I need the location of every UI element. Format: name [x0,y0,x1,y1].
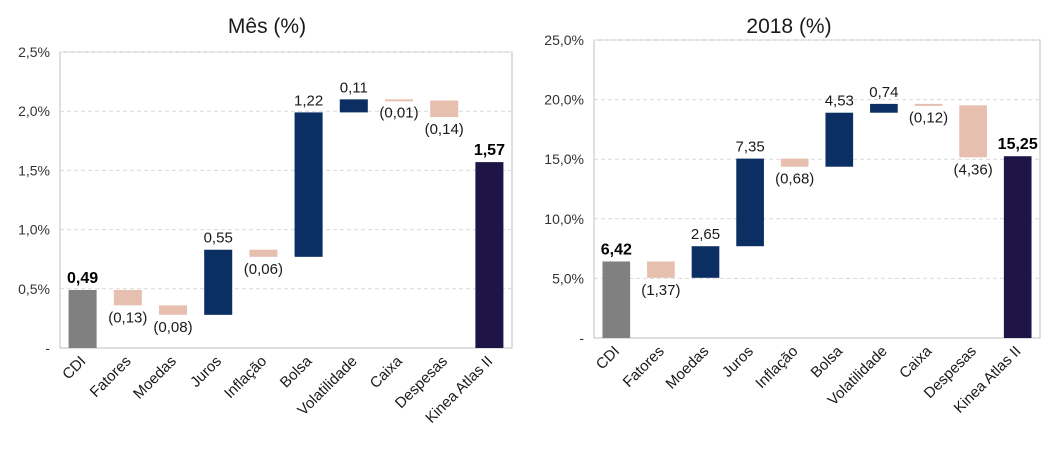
x-tick-label: Juros [187,353,225,391]
y-tick-label: 1,0% [18,222,50,238]
bar-moedas [158,305,188,315]
bar-juros [204,249,233,315]
y-tick-label: 2,5% [18,44,50,60]
data-label: (0,12) [909,109,948,126]
data-label: (1,37) [641,282,680,299]
y-tick-label: 2,0% [18,103,50,119]
bar-despesas [959,105,987,158]
chart-2018: 2018 (%) - 5,0% 10,0% 15,0% 20,0% 25,0% 6,42 CDI… [544,15,1041,417]
y-tick-label: 1,5% [18,162,50,178]
x-tick-label: Fatores [620,343,668,391]
bar-infla-o [780,158,809,167]
y-tick-label: 15,0% [544,151,584,167]
x-tick-label: Caixa [367,352,407,392]
x-tick-label: Inflação [221,353,270,402]
data-label: 2,65 [691,226,720,243]
x-tick-label: Bolsa [808,342,847,381]
data-label: (0,13) [108,309,147,326]
bar-infla-o [249,249,278,257]
bar-moedas [691,246,720,278]
data-label: 15,25 [998,136,1038,153]
x-tick-label: Inflação [752,343,801,392]
y-tick-label: - [579,330,584,346]
data-label: 0,55 [204,230,233,247]
data-label: 0,49 [67,270,98,287]
bar-fatores [647,261,675,278]
bar-caixa [384,99,414,102]
x-tick-label: Juros [719,343,757,381]
data-label: 0,11 [340,79,368,96]
bar-bolsa [294,112,323,257]
chart-title: 2018 (%) [746,15,831,38]
x-tick-label: Moedas [130,353,180,403]
data-label: 7,35 [735,139,764,156]
bar-kinea-atlas-ii [475,162,504,348]
x-tick-label: Caixa [896,342,936,382]
data-label: 0,74 [869,84,898,101]
chart-panel-month: Mês (%) - 0,5% 1,0% 1,5% 2,0% 2,5% 0,49 CDI (0,13… [18,15,513,427]
x-tick-label: CDI [593,343,623,373]
chart-title: Mês (%) [228,15,306,38]
data-label: 1,57 [474,142,505,159]
bar-volatilidade [339,99,368,113]
x-tick-label: Bolsa [277,352,316,391]
y-tick-label: - [45,340,50,356]
chart-panel-2018: 2018 (%) - 5,0% 10,0% 15,0% 20,0% 25,0% 6,42 CDI… [529,0,1058,473]
y-tick-label: 20,0% [544,92,584,108]
plot-area [593,39,1041,339]
data-label: (0,08) [153,319,192,336]
bar-juros [736,158,764,247]
data-label: 1,22 [294,92,323,109]
bar-cdi [68,289,97,348]
x-tick-label: Moedas [663,343,713,393]
data-label: (0,68) [775,171,814,188]
x-tick-label: CDI [59,353,89,383]
data-label: 4,53 [825,93,854,110]
data-label: 6,42 [601,241,632,258]
bar-fatores [113,289,142,306]
bar-cdi [602,261,631,338]
bar-volatilidade [870,103,898,113]
bar-bolsa [825,112,854,167]
chart-month: Mês (%) - 0,5% 1,0% 1,5% 2,0% 2,5% 0,49 CDI (0,13… [18,15,513,427]
y-tick-label: 25,0% [544,32,584,48]
data-label: (0,14) [425,121,464,138]
bar-despesas [430,100,459,118]
y-tick-label: 10,0% [544,211,584,227]
bar-kinea-atlas-ii [1003,156,1032,338]
bar-caixa [914,103,943,106]
x-tick-label: Fatores [87,353,135,401]
y-tick-label: 5,0% [552,270,584,286]
data-label: (0,01) [379,105,418,122]
data-label: (0,06) [244,261,283,278]
data-label: (4,36) [954,161,993,178]
y-tick-label: 0,5% [18,281,50,297]
